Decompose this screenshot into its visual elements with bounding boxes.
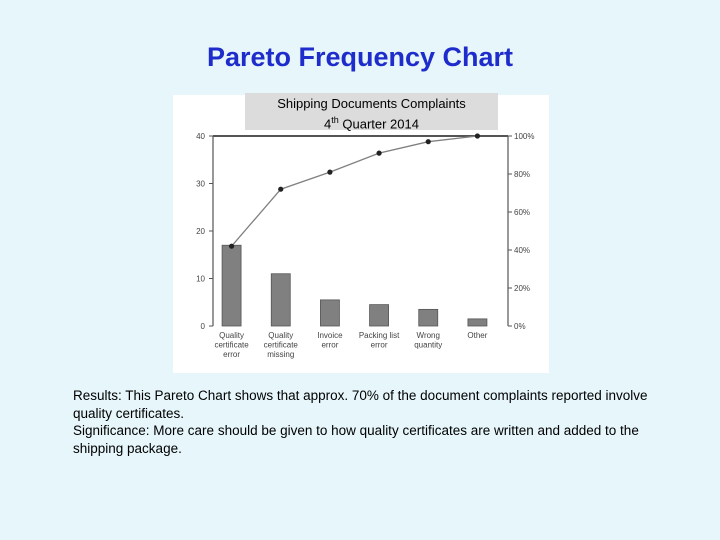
y-right-tick-label: 40% (514, 246, 530, 255)
pareto-chart: 0 10 20 30 40 0% 20% 40% 60% 80% 100% Quality certif… (173, 95, 549, 373)
y-right-tick-label: 60% (514, 208, 530, 217)
results-text-block: Results: This Pareto Chart shows that ap… (73, 387, 673, 457)
cumulative-point (228, 243, 235, 249)
cumulative-line (231, 135, 478, 247)
bar (320, 299, 340, 327)
cumulative-point (425, 139, 431, 145)
x-tick-label: certificate (214, 341, 249, 350)
y-left-tick-label: 0 (201, 322, 206, 331)
y-left-tick-label: 30 (196, 180, 205, 189)
chart-canvas: 0102030400%20%40%60%80%100%Qualitycertif… (196, 132, 534, 359)
y-left-tick-label: 10 (196, 275, 205, 284)
cumulative-point (278, 186, 284, 192)
y-right-tick-label: 80% (514, 170, 530, 179)
cumulative-point (376, 150, 382, 156)
chart-subtitle: 4th Quarter 2014 (245, 112, 498, 132)
chart-title-box: Shipping Documents Complaints 4th Quarte… (245, 93, 498, 132)
y-right-tick-label: 20% (514, 284, 530, 293)
y-right-tick-label: 100% (514, 132, 534, 141)
x-tick-label: Packing list (359, 331, 400, 340)
bar (221, 244, 242, 327)
bar (418, 308, 439, 327)
chart-subtitle-ordinal: th (331, 115, 339, 125)
y-left-tick-label: 40 (196, 132, 205, 141)
x-tick-label: Other (467, 331, 487, 340)
x-tick-label: error (321, 341, 338, 350)
bar (270, 273, 291, 327)
x-tick-label: Wrong (417, 331, 440, 340)
significance-paragraph: Significance: More care should be given … (73, 423, 639, 456)
cumulative-point (327, 169, 333, 175)
bar (467, 318, 488, 327)
chart-subtitle-number: 4 (324, 116, 332, 132)
x-tick-label: Invoice (317, 331, 343, 340)
x-tick-label: missing (267, 350, 294, 359)
bar (369, 304, 389, 327)
x-tick-label: Quality (268, 331, 293, 340)
x-tick-label: certificate (264, 341, 299, 350)
x-tick-label: error (223, 350, 240, 359)
slide-title: Pareto Frequency Chart (206, 42, 514, 72)
results-paragraph: Results: This Pareto Chart shows that ap… (73, 388, 648, 421)
chart-title: Shipping Documents Complaints (277, 96, 466, 111)
y-right-tick-label: 0% (514, 322, 526, 331)
x-tick-label: Quality (219, 331, 244, 340)
cumulative-point (474, 133, 481, 139)
y-left-tick-label: 20 (196, 227, 205, 236)
x-tick-label: quantity (414, 341, 442, 350)
chart-subtitle-text: Quarter 2014 (338, 116, 419, 132)
x-tick-label: error (371, 341, 388, 350)
